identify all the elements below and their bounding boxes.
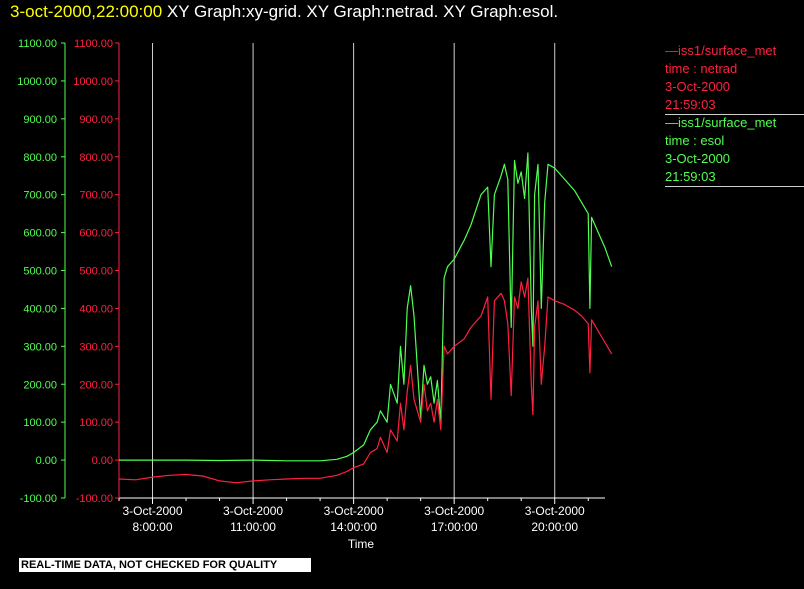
series-line-esol [119, 152, 613, 462]
legend-netrad-date: 3-Oct-2000 [665, 79, 731, 94]
y-tick-label-esol: 700.00 [23, 190, 57, 202]
legend-netrad-variable: time : netrad [665, 61, 738, 76]
title-bar: 3-oct-2000,22:00:00 XY Graph:xy-grid. XY… [10, 2, 558, 22]
x-tick-label-time: 11:00:00 [230, 520, 276, 534]
y-tick-label-esol: -100.00 [20, 493, 57, 505]
y-tick-label-esol: 200.00 [23, 379, 57, 391]
y-tick-label-netrad: 600.00 [79, 228, 113, 240]
quality-warning-banner: REAL-TIME DATA, NOT CHECKED FOR QUALITY [19, 558, 311, 572]
legend-esol-source: —iss1/surface_met [665, 115, 777, 130]
y-tick-label-netrad: 900.00 [79, 114, 113, 126]
grid-layer [152, 43, 556, 498]
axes-layer [61, 42, 605, 504]
y-tick-label-esol: 500.00 [23, 266, 57, 278]
y-tick-label-netrad: 500.00 [79, 266, 113, 278]
x-tick-label-time: 14:00:00 [330, 520, 377, 534]
y-tick-label-esol: 300.00 [23, 341, 57, 353]
x-tick-label-time: 20:00:00 [531, 520, 578, 534]
legend-netrad-source: —iss1/surface_met [665, 43, 777, 58]
title-graph-names: XY Graph:xy-grid. XY Graph:netrad. XY Gr… [162, 2, 559, 21]
legend-esol-date: 3-Oct-2000 [665, 151, 731, 166]
x-tick-label-date: 3-Oct-2000 [324, 504, 384, 518]
y-tick-label-netrad: 700.00 [79, 190, 113, 202]
title-timestamp: 3-oct-2000,22:00:00 [10, 2, 163, 21]
legend-netrad-time: 21:59:03 [665, 96, 804, 115]
y-tick-label-esol: 1100.00 [18, 38, 57, 50]
x-tick-label-date: 3-Oct-2000 [123, 504, 183, 518]
y-tick-label-netrad: 100.00 [79, 417, 113, 429]
y-tick-label-netrad: -100.00 [76, 493, 113, 505]
y-tick-label-netrad: 1100.00 [74, 38, 113, 50]
y-tick-label-netrad: 400.00 [79, 303, 113, 315]
x-tick-label-time: 8:00:00 [132, 520, 172, 534]
x-tick-label-date: 3-Oct-2000 [223, 504, 283, 518]
legend-esol: —iss1/surface_met time : esol 3-Oct-2000… [665, 114, 804, 187]
series-line-netrad [118, 277, 613, 484]
y-tick-label-netrad: 800.00 [79, 152, 113, 164]
y-tick-label-esol: 600.00 [23, 228, 57, 240]
y-tick-label-esol: 1000.00 [17, 76, 57, 88]
legend-esol-time: 21:59:03 [665, 168, 804, 187]
legend-esol-variable: time : esol [665, 133, 725, 148]
y-tick-label-netrad: 0.00 [92, 455, 113, 467]
x-tick-label-time: 17:00:00 [431, 520, 478, 534]
y-tick-label-esol: 0.00 [36, 455, 57, 467]
y-tick-label-esol: 100.00 [23, 417, 57, 429]
x-axis-label: Time [348, 537, 375, 551]
x-tick-label-date: 3-Oct-2000 [424, 504, 484, 518]
y-tick-label-esol: 900.00 [23, 114, 57, 126]
legend-netrad: —iss1/surface_met time : netrad 3-Oct-20… [665, 42, 804, 115]
series-layer [118, 152, 613, 484]
y-tick-label-esol: 400.00 [23, 303, 57, 315]
labels-layer: -100.00 -100.00 0.00 0.00 100.00 100.00 200.00… [17, 38, 585, 551]
x-tick-label-date: 3-Oct-2000 [525, 504, 585, 518]
y-tick-label-netrad: 200.00 [79, 379, 113, 391]
y-tick-label-netrad: 1000.00 [73, 76, 113, 88]
y-tick-label-esol: 800.00 [23, 152, 57, 164]
y-tick-label-netrad: 300.00 [79, 341, 113, 353]
